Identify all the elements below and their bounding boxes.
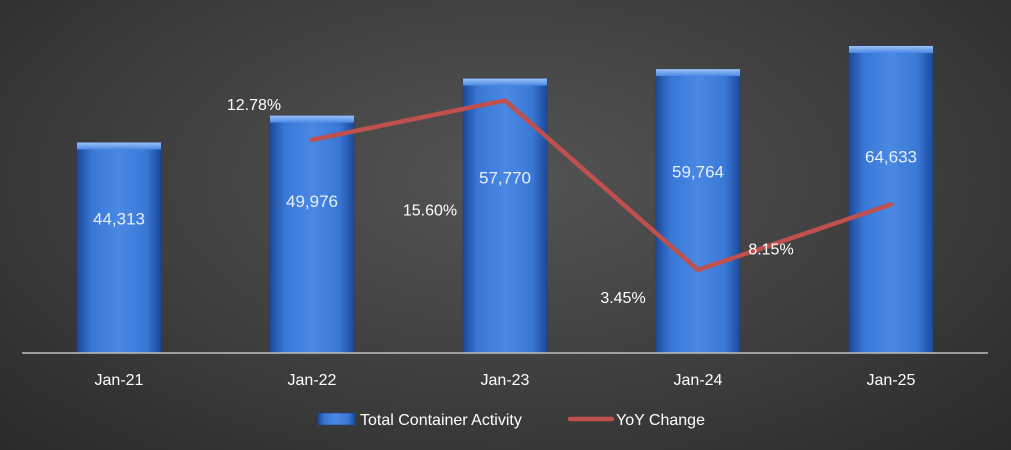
bar-series bbox=[76, 45, 934, 354]
yoy-data-label: 3.45% bbox=[600, 290, 645, 307]
bar-top-bevel bbox=[77, 142, 161, 150]
bar-jan-25 bbox=[848, 45, 934, 354]
bar-data-label: 49,976 bbox=[286, 192, 338, 211]
bar-data-label: 59,764 bbox=[672, 162, 724, 181]
legend-label-bars: Total Container Activity bbox=[360, 412, 522, 429]
bar-data-label: 44,313 bbox=[93, 209, 145, 228]
data-labels: 44,313 49,976 57,770 59,764 64,633 12.78% 15.6… bbox=[93, 97, 917, 307]
x-tick-label: Jan-22 bbox=[288, 372, 337, 389]
x-tick-label: Jan-23 bbox=[481, 372, 530, 389]
bar-data-label: 64,633 bbox=[865, 148, 917, 167]
bar-top-bevel bbox=[849, 45, 933, 53]
legend: Total Container Activity YoY Change bbox=[317, 412, 705, 429]
x-tick-label: Jan-25 bbox=[867, 372, 916, 389]
bar-top-bevel bbox=[656, 69, 740, 77]
line-series bbox=[309, 98, 894, 273]
bar-jan-22 bbox=[269, 115, 355, 354]
yoy-line bbox=[309, 98, 894, 273]
yoy-data-label: 15.60% bbox=[403, 202, 457, 219]
bar-data-label: 57,770 bbox=[479, 168, 531, 187]
bar-jan-23 bbox=[462, 78, 548, 354]
x-tick-label: Jan-24 bbox=[674, 372, 723, 389]
x-tick-label: Jan-21 bbox=[95, 372, 144, 389]
yoy-data-label: 12.78% bbox=[227, 97, 281, 114]
bar-jan-24 bbox=[655, 68, 741, 354]
bar-top-bevel bbox=[270, 115, 354, 123]
bar-top-bevel bbox=[463, 78, 547, 86]
x-axis-tick-labels: Jan-21 Jan-22 Jan-23 Jan-24 Jan-25 bbox=[95, 372, 916, 389]
legend-label-line: YoY Change bbox=[616, 412, 705, 429]
bar-jan-21 bbox=[76, 142, 162, 354]
legend-bar-swatch bbox=[317, 412, 356, 426]
yoy-data-label: 8.15% bbox=[748, 241, 793, 258]
